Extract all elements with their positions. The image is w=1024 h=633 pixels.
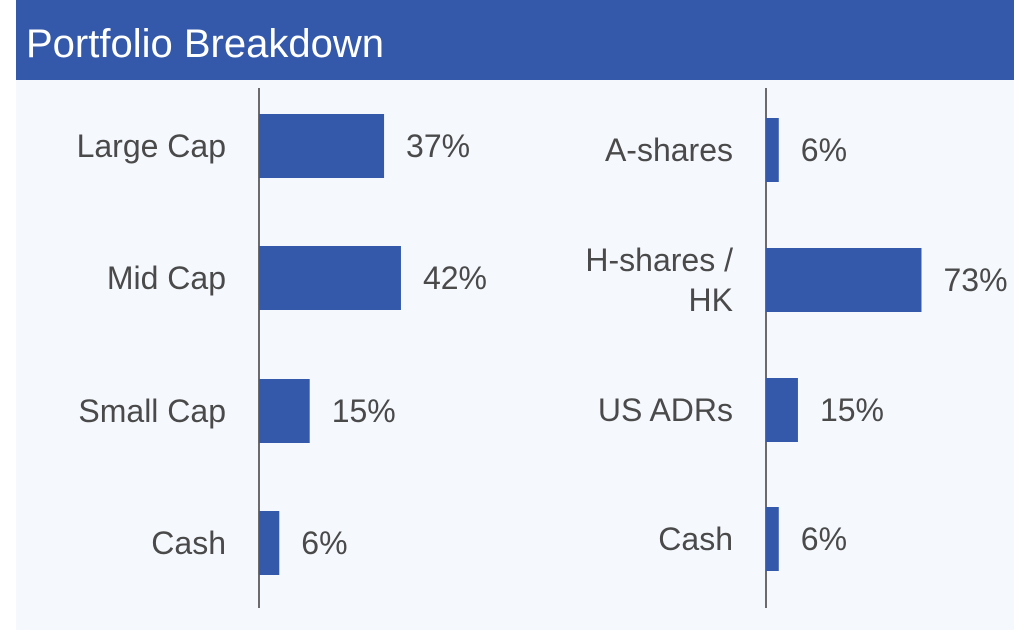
chart-1-category-label: Cash <box>151 525 226 561</box>
title-bar: Portfolio Breakdown <box>16 0 1014 80</box>
chart-2-category-label: H-shares / <box>585 242 733 278</box>
chart-2-value-label: 6% <box>801 521 847 557</box>
chart-2-bar <box>766 118 779 182</box>
chart-2-value-label: 6% <box>801 132 847 168</box>
chart-card <box>16 0 1014 630</box>
chart-1-value-label: 42% <box>423 260 487 296</box>
chart-1-category-label: Small Cap <box>78 393 226 429</box>
chart-1-bar <box>259 114 385 178</box>
chart-1-bar <box>259 511 280 575</box>
chart-1-category-label: Large Cap <box>77 128 226 164</box>
chart-1-bar <box>259 246 401 310</box>
chart-1-value-label: 37% <box>406 128 470 164</box>
chart-2-category-label: US ADRs <box>598 392 733 428</box>
chart-2-value-label: 73% <box>943 262 1007 298</box>
chart-2-bar <box>766 378 798 442</box>
chart-1-category-label: Mid Cap <box>107 260 226 296</box>
chart-2-bar <box>766 507 779 571</box>
chart-2-category-label: A-shares <box>605 132 733 168</box>
chart-2-bar <box>766 248 922 312</box>
chart-2-category-label: HK <box>689 282 733 318</box>
page-title: Portfolio Breakdown <box>26 22 384 66</box>
chart-2-value-label: 15% <box>820 392 884 428</box>
chart-1-bar <box>259 379 310 443</box>
chart-1-value-label: 6% <box>301 525 347 561</box>
chart-1-value-label: 15% <box>332 393 396 429</box>
chart-2-category-label: Cash <box>658 521 733 557</box>
